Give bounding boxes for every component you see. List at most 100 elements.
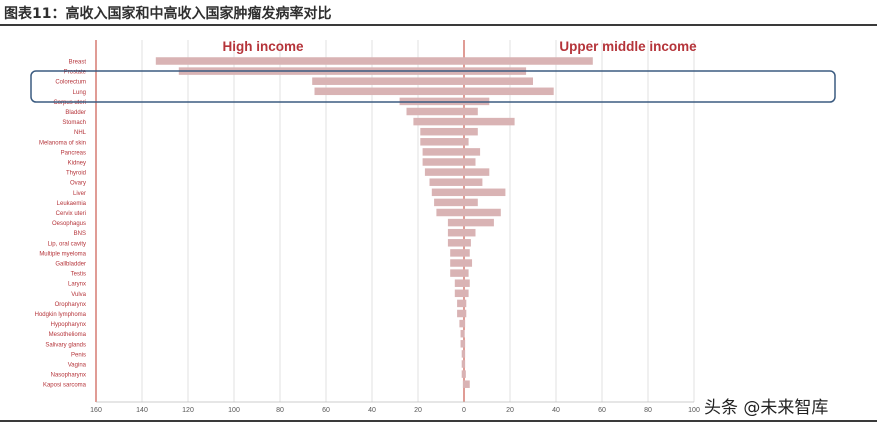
category-label: Kaposi sarcoma [43,383,87,389]
category-label: Kidney [68,161,86,167]
bar-upper-middle-income [464,319,466,328]
category-label: Oropharynx [55,302,86,308]
category-label: Corpus uteri [53,100,86,106]
category-label: Lip, oral cavity [48,241,86,247]
category-label: Multiple myeloma [39,251,86,257]
x-tick-label: 20 [414,407,422,414]
bar-high-income [457,309,464,318]
category-label: NHL [74,130,87,136]
bar-upper-middle-income [464,87,554,96]
x-tick-label: 60 [322,407,330,414]
bar-upper-middle-income [464,148,481,156]
x-tick-label: 80 [276,407,284,414]
bar-high-income [457,299,464,308]
x-tick-labels: 160 140 120 100 80 60 40 20 0 20 40 60 80 100 [90,407,700,414]
bar-high-income [459,319,464,328]
category-labels: Breast Prostate Colorectum Lung Corpus uteri… [35,60,87,389]
grid-lines [95,40,695,403]
x-tick-label: 140 [136,407,148,414]
category-label: Pancreas [61,150,86,156]
category-label: Hypopharynx [51,322,86,328]
bar-high-income [155,57,465,65]
category-label: Gallbladder [55,262,86,268]
bar-high-income [422,148,464,156]
bar-high-income [447,218,464,227]
category-label: Larynx [68,282,86,288]
bar-high-income [422,158,464,166]
bar-upper-middle-income [464,249,470,257]
bar-upper-middle-income [464,370,466,378]
bar-high-income [460,329,464,338]
bar-upper-middle-income [464,158,476,166]
bar-high-income [406,107,464,116]
category-label: Prostate [64,70,87,76]
bar-upper-middle-income [464,178,483,186]
bar-high-income [434,198,464,207]
x-tick-label: 60 [598,407,606,414]
bar-high-income [462,380,464,388]
category-label: Liver [73,191,86,197]
bar-upper-middle-income [464,188,506,197]
bar-high-income [447,228,464,237]
bar-upper-middle-income [464,360,466,368]
bar-upper-middle-income [464,218,494,227]
bar-high-income [424,168,464,176]
bar-upper-middle-income [464,228,476,237]
bar-upper-middle-income [464,259,473,267]
x-tick-label: 100 [688,407,700,414]
category-label: Hodgkin lymphoma [35,312,87,318]
bar-high-income [450,259,464,267]
category-label: Vagina [68,363,87,369]
bar-upper-middle-income [464,57,593,65]
category-label: Salivary glands [45,342,86,348]
series-title-high-income: High income [222,39,303,54]
category-label: Testis [71,272,86,278]
bar-upper-middle-income [464,208,501,217]
bar-high-income [420,127,464,136]
category-label: Vulva [71,292,86,298]
diverging-bar-chart: Breast Prostate Colorectum Lung Corpus uteri… [30,39,836,414]
category-label: Cervix uteri [56,211,86,217]
category-label: Stomach [62,120,86,126]
bar-upper-middle-income [464,309,467,318]
category-label: Mesothelioma [49,332,87,338]
bar-upper-middle-income [464,279,470,287]
bar-upper-middle-income [464,107,478,116]
x-tick-label: 120 [182,407,194,414]
category-label: Melanoma of skin [39,140,86,146]
bottom-divider [0,420,877,422]
bar-upper-middle-income [464,289,469,298]
figure-title: 图表11：高收入国家和中高收入国家肿瘤发病率对比 [4,6,332,22]
category-label: Ovary [70,181,86,187]
bar-high-income [461,370,464,378]
x-tick-label: 40 [368,407,376,414]
bar-high-income [429,178,464,186]
bar-upper-middle-income [464,329,465,338]
highlight-box [30,70,836,103]
bar-upper-middle-income [464,340,466,348]
category-label: Colorectum [55,80,86,86]
bar-high-income [454,289,464,298]
bar-upper-middle-income [464,117,515,126]
bar-upper-middle-income [464,198,478,207]
bar-high-income [461,360,464,368]
category-label: Penis [71,352,86,358]
bars [155,57,593,388]
bar-high-income [450,249,464,257]
x-tick-label: 20 [506,407,514,414]
bar-upper-middle-income [464,168,490,176]
x-tick-label: 160 [90,407,102,414]
category-label: Nasopharynx [51,373,86,379]
bar-high-income [314,87,464,96]
category-label: Breast [69,60,87,66]
bar-upper-middle-income [464,350,466,358]
watermark: 头条 @未来智库 [704,398,829,418]
bar-high-income [436,208,464,217]
bar-upper-middle-income [464,138,469,146]
bar-high-income [450,269,464,277]
bar-upper-middle-income [464,269,469,277]
bar-high-income [447,239,464,247]
x-tick-label: 80 [644,407,652,414]
x-tick-label: 0 [462,407,466,414]
category-label: Lung [73,90,86,96]
